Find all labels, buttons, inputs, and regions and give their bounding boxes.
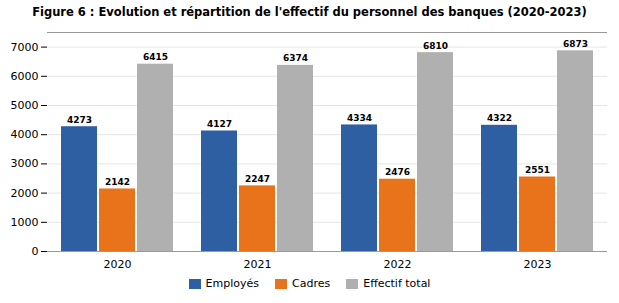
svg-text:6415: 6415	[143, 52, 168, 62]
html-text:Effectif total: Effectif total	[363, 277, 431, 290]
svg-text:4127: 4127	[207, 119, 232, 129]
html-text:Figure 6 : Evolution et répart: Figure 6 : Evolution et répartition de l…	[32, 5, 587, 19]
svg-text:1000: 1000	[11, 216, 39, 229]
svg-text:5000: 5000	[11, 99, 39, 112]
svg-text:4334: 4334	[347, 113, 372, 123]
html-text:Cadres: Cadres	[292, 277, 331, 290]
svg-text:2023: 2023	[524, 258, 552, 271]
svg-text:0: 0	[32, 245, 39, 258]
svg-text:2021: 2021	[244, 258, 272, 271]
html-text:Employés: Employés	[205, 277, 259, 290]
svg-text:2247: 2247	[245, 174, 270, 184]
svg-text:4273: 4273	[67, 115, 92, 125]
svg-text:2142: 2142	[105, 177, 130, 187]
svg-text:2020: 2020	[104, 258, 132, 271]
svg-text:2022: 2022	[384, 258, 412, 271]
svg-text:2551: 2551	[525, 165, 550, 175]
svg-text:4322: 4322	[487, 113, 512, 123]
svg-text:2476: 2476	[385, 167, 410, 177]
svg-text:6810: 6810	[423, 41, 448, 51]
svg-text:2000: 2000	[11, 187, 39, 200]
svg-text:3000: 3000	[11, 157, 39, 170]
svg-text:6873: 6873	[563, 39, 588, 49]
svg-text:6374: 6374	[283, 53, 308, 63]
svg-text:6000: 6000	[11, 70, 39, 83]
svg-text:7000: 7000	[11, 41, 39, 54]
svg-text:4000: 4000	[11, 128, 39, 141]
